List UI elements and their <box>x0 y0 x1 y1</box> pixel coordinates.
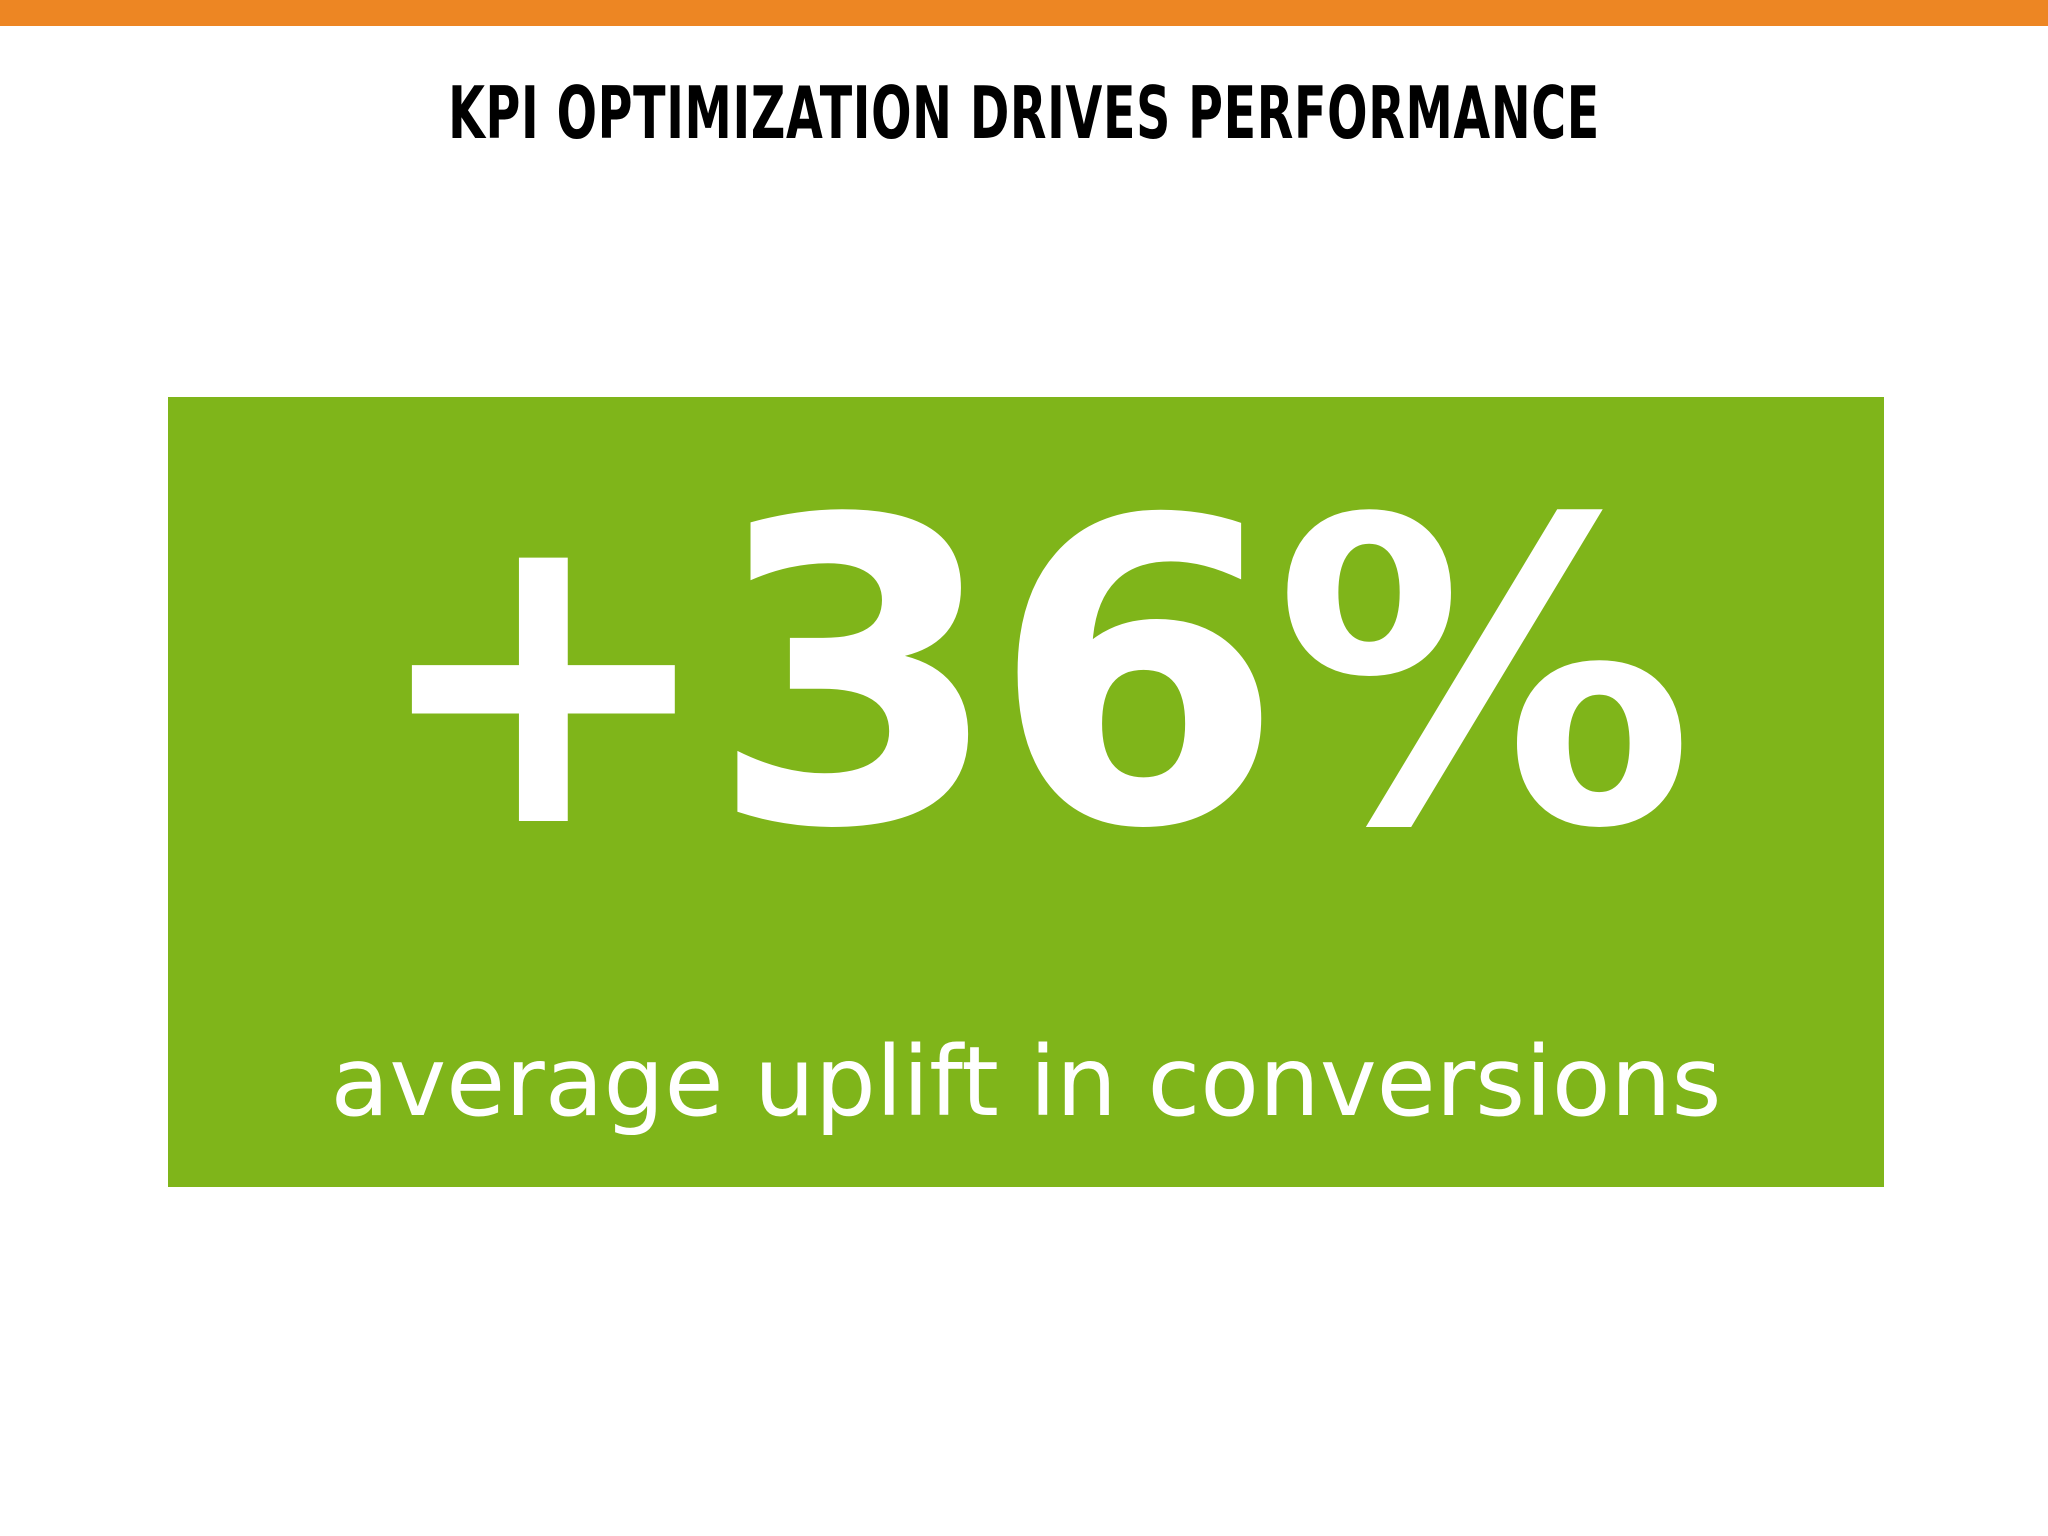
top-accent-bar <box>0 0 2048 26</box>
stat-caption: average uplift in conversions <box>330 1026 1722 1138</box>
stat-highlight-box: +36% average uplift in conversions <box>168 397 1884 1187</box>
stat-value: +36% <box>367 432 1694 921</box>
slide-title: KPI Optimization Drives Performance <box>448 71 1600 155</box>
